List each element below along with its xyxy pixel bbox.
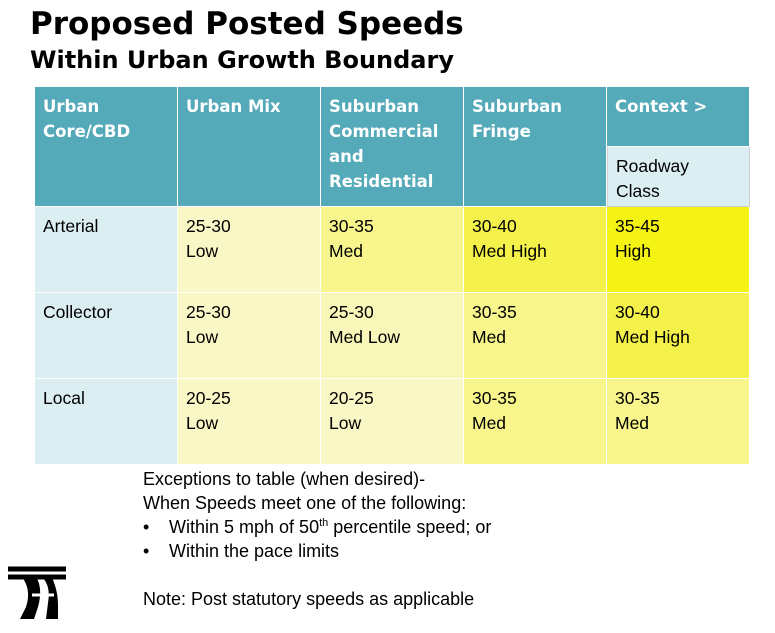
speed-level: Low: [329, 413, 362, 433]
speed-range: 20-25: [329, 388, 374, 408]
speed-range: 25-30: [329, 302, 374, 322]
speed-level: Med High: [615, 327, 690, 347]
speed-cell: 30-35 Med: [607, 379, 750, 465]
header-line: Urban Mix: [186, 97, 281, 116]
speed-level: Med High: [472, 241, 547, 261]
speed-cell: 30-40 Med High: [607, 293, 750, 379]
header-line: Residential: [329, 172, 434, 191]
speed-cell: 30-35 Med: [321, 207, 464, 293]
context-header-cell: Context >: [607, 87, 750, 147]
speed-cell: 20-25 Low: [321, 379, 464, 465]
speed-range: 30-35: [472, 302, 517, 322]
header-line: Urban: [43, 97, 100, 116]
page-title: Proposed Posted Speeds: [30, 6, 464, 42]
header-line: Class: [616, 181, 660, 201]
speed-cell: 25-30 Low: [178, 207, 321, 293]
bullet-dot: •: [143, 517, 150, 537]
row-label-collector: Collector: [35, 293, 178, 379]
speed-cell: 25-30 Med Low: [321, 293, 464, 379]
header-line: Commercial: [329, 122, 439, 141]
page-subtitle: Within Urban Growth Boundary: [30, 46, 454, 74]
speed-level: Med: [472, 413, 507, 433]
column-header-suburban-commercial: Suburban Commercial and Residential: [321, 87, 464, 207]
speed-level: Med: [329, 241, 364, 261]
speed-range: 30-40: [615, 302, 660, 322]
speed-range: 30-35: [472, 388, 517, 408]
statutory-note: Note: Post statutory speeds as applicabl…: [143, 589, 475, 609]
header-line: Suburban: [329, 97, 420, 116]
speed-range: 30-35: [615, 388, 660, 408]
bullet-text: percentile speed; or: [328, 517, 492, 537]
notes-line: Exceptions to table (when desired)-: [143, 469, 426, 489]
bullet-item: • Within the pace limits: [143, 539, 491, 563]
row-label-local: Local: [35, 379, 178, 465]
speed-range: 30-40: [472, 216, 517, 236]
speed-range: 30-35: [329, 216, 374, 236]
speed-level: Med: [472, 327, 507, 347]
bullet-text: Within 5 mph of 50: [169, 517, 320, 537]
row-label-arterial: Arterial: [35, 207, 178, 293]
column-header-urban-mix: Urban Mix: [178, 87, 321, 207]
transit-agency-logo-icon: [8, 566, 66, 619]
speed-level: Low: [186, 327, 219, 347]
exceptions-notes: Exceptions to table (when desired)- When…: [143, 467, 491, 611]
speed-cell: 30-40 Med High: [464, 207, 607, 293]
speed-range: 20-25: [186, 388, 231, 408]
column-header-urban-core: Urban Core/CBD: [35, 87, 178, 207]
speed-level: Med Low: [329, 327, 401, 347]
header-line: and: [329, 147, 364, 166]
speed-cell: 30-35 Med: [464, 379, 607, 465]
ordinal-suffix: th: [319, 517, 329, 529]
header-line: Roadway: [616, 156, 689, 176]
speed-range: 25-30: [186, 302, 231, 322]
speed-level: Low: [186, 241, 219, 261]
speed-table: Context > Urban Core/CBD Urban Mix Subur…: [35, 87, 750, 465]
speed-cell: 30-35 Med: [464, 293, 607, 379]
speed-level: Low: [186, 413, 219, 433]
speed-cell: 20-25 Low: [178, 379, 321, 465]
speed-range: 35-45: [615, 216, 660, 236]
speed-cell: 25-30 Low: [178, 293, 321, 379]
speed-level: High: [615, 241, 651, 261]
column-header-suburban-fringe: Suburban Fringe: [464, 87, 607, 207]
bullet-dot: •: [143, 541, 150, 561]
bullet-item: • Within 5 mph of 50th percentile speed; …: [143, 515, 491, 539]
header-line: Fringe: [472, 122, 531, 141]
header-line: Suburban: [472, 97, 563, 116]
speed-level: Med: [615, 413, 650, 433]
roadway-class-header-cell: Roadway Class: [607, 147, 750, 207]
bullet-text: Within the pace limits: [169, 541, 340, 561]
speed-range: 25-30: [186, 216, 231, 236]
header-line: Core/CBD: [43, 122, 131, 141]
notes-line: When Speeds meet one of the following:: [143, 493, 467, 513]
speed-cell: 35-45 High: [607, 207, 750, 293]
